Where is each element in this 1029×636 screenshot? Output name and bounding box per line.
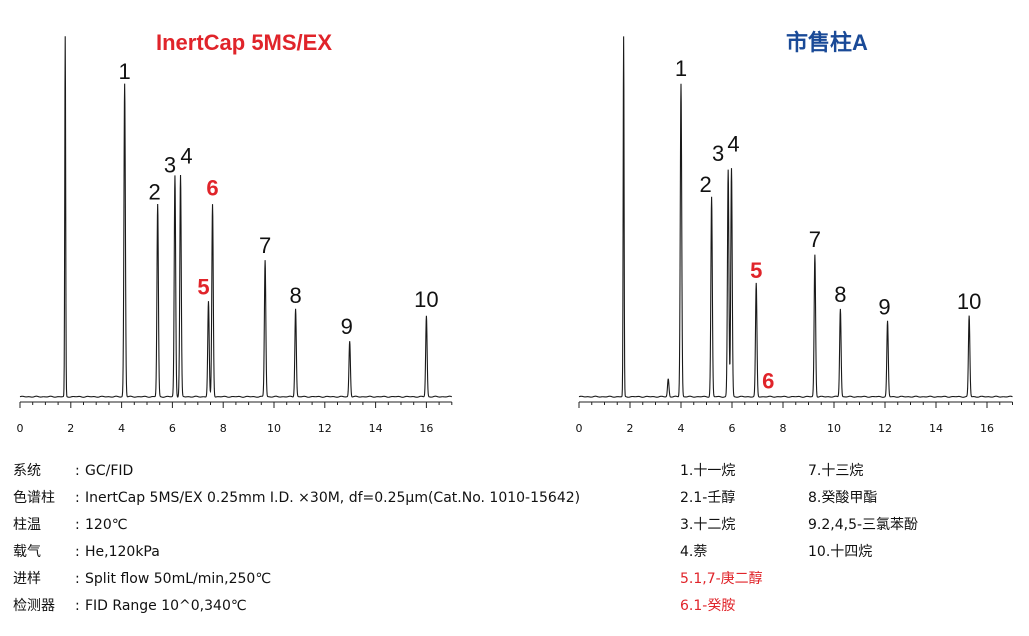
x-tick-label: 8 [220,422,227,435]
condition-colon: : [75,544,80,560]
peak-label: 10 [414,287,438,312]
x-tick-label: 0 [17,422,24,435]
chromatogram-trace [19,36,452,398]
legend-item: 4.萘 [680,544,708,560]
x-tick-label: 12 [318,422,332,435]
condition-row: 载气: He,120kPa [13,539,580,566]
x-tick-label: 14 [369,422,383,435]
condition-row: 系统: GC/FID [13,458,580,485]
peak-label: 2 [699,172,711,197]
legend-item-highlight: 6.1-癸胺 [680,598,736,614]
legend-item: 3.十二烷 [680,517,736,533]
x-tick-label: 14 [929,422,943,435]
condition-value: InertCap 5MS/EX 0.25mm I.D. ×30M, df=0.2… [85,490,581,506]
peak-label: 4 [180,144,192,169]
condition-colon: : [75,598,80,614]
x-tick-label: 6 [729,422,736,435]
peak-label: 3 [712,141,724,166]
x-tick-label: 4 [678,422,685,435]
condition-key: 色谱柱 [13,490,55,506]
analysis-conditions: 系统: GC/FID 色谱柱: InertCap 5MS/EX 0.25mm I.D… [13,458,580,620]
peak-label: 6 [206,175,218,200]
condition-key: 进样 [13,571,41,587]
peak-legend-right: 7.十三烷 8.癸酸甲酯 9.2,4,5-三氯苯酚 10.十四烷 [808,458,918,566]
peak-label: 7 [809,227,821,252]
x-tick-label: 10 [827,422,841,435]
condition-row: 色谱柱: InertCap 5MS/EX 0.25mm I.D. ×30M, df… [13,485,580,512]
peak-label: 1 [119,59,131,84]
condition-value: GC/FID [85,463,134,479]
x-tick-label: 2 [627,422,634,435]
peak-label: 10 [957,289,981,314]
condition-value: He,120kPa [85,544,160,560]
legend-item: 9.2,4,5-三氯苯酚 [808,517,919,533]
condition-value: Split flow 50mL/min,250℃ [85,571,272,587]
x-tick-label: 0 [576,422,583,435]
legend-item: 1.十一烷 [680,463,736,479]
chart-title: InertCap 5MS/EX [156,30,332,55]
peak-label: 4 [727,131,739,156]
legend-item: 10.十四烷 [808,544,873,560]
x-tick-label: 8 [780,422,787,435]
legend-item: 7.十三烷 [808,463,864,479]
peak-label: 5 [197,275,209,300]
condition-key: 系统 [13,463,41,479]
condition-row: 检测器: FID Range 10^0,340℃ [13,593,580,620]
peak-legend-left: 1.十一烷 2.1-壬醇 3.十二烷 4.萘 5.1,7-庚二醇 6.1-癸胺 [680,458,763,620]
condition-key: 载气 [13,544,41,560]
condition-row: 柱温:120℃ [13,512,580,539]
x-tick-label: 12 [878,422,892,435]
peak-label: 8 [289,283,301,308]
peak-label: 2 [149,179,161,204]
legend-item: 8.癸酸甲酯 [808,490,878,506]
condition-colon: : [75,571,80,587]
condition-key: 检测器 [13,598,55,614]
chromatogram-trace [578,36,1013,398]
condition-colon: : [75,517,80,533]
peak-label: 1 [675,56,687,81]
chart-title: 市售柱A [786,30,868,55]
x-tick-label: 4 [118,422,125,435]
peak-label: 8 [834,282,846,307]
condition-value: FID Range 10^0,340℃ [85,598,247,614]
condition-colon: : [75,463,80,479]
legend-item-highlight: 5.1,7-庚二醇 [680,571,763,587]
peak-label: 9 [878,294,890,319]
x-tick-label: 2 [67,422,74,435]
peak-label: 6 [762,368,774,393]
peak-label: 7 [259,233,271,258]
peak-label: 3 [164,153,176,178]
x-tick-label: 6 [169,422,176,435]
x-tick-label: 16 [419,422,433,435]
condition-row: 进样: Split flow 50mL/min,250℃ [13,566,580,593]
x-tick-label: 10 [267,422,281,435]
condition-colon: : [75,490,80,506]
legend-item: 2.1-壬醇 [680,490,736,506]
condition-value: 120℃ [85,517,128,533]
condition-key: 柱温 [13,517,41,533]
x-tick-label: 16 [980,422,994,435]
peak-label: 5 [750,258,762,283]
peak-label: 9 [341,314,353,339]
